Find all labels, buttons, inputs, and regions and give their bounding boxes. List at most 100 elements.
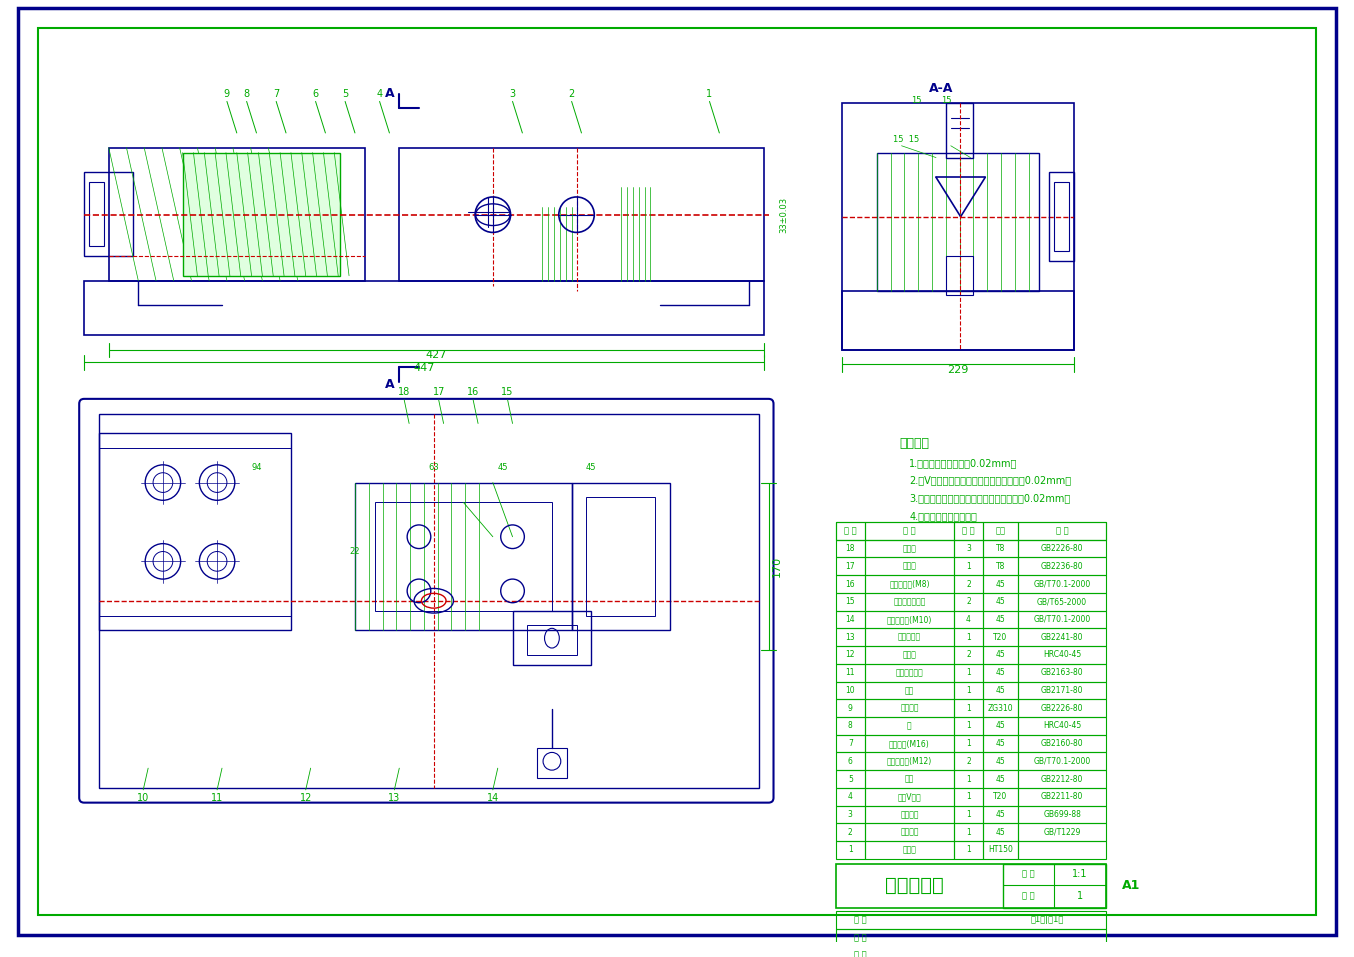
Bar [953, 700, 983, 717]
Bar [983, 557, 1018, 575]
Text: A: A [385, 378, 394, 390]
Text: 45: 45 [995, 810, 1006, 819]
Bar [1018, 557, 1106, 575]
Bar [865, 823, 953, 841]
Bar [953, 575, 983, 593]
Text: 11: 11 [846, 668, 856, 678]
Text: 427: 427 [425, 349, 447, 360]
Bar [865, 522, 953, 540]
Bar [835, 735, 865, 752]
Bar [835, 823, 865, 841]
Text: 170: 170 [772, 556, 781, 577]
Bar [953, 788, 983, 806]
Bar [835, 788, 865, 806]
Bar [953, 593, 983, 611]
Text: 六角螺母: 六角螺母 [900, 828, 918, 836]
Text: GB2212-80: GB2212-80 [1041, 774, 1083, 784]
Bar [586, 498, 655, 615]
Text: 2: 2 [967, 597, 971, 606]
Text: GB/T1229: GB/T1229 [1044, 828, 1080, 836]
Bar [983, 770, 1018, 788]
Bar [1018, 629, 1106, 646]
Bar [1049, 172, 1074, 261]
Bar [983, 752, 1018, 770]
Text: 22: 22 [349, 547, 360, 556]
Bar [355, 482, 571, 631]
Text: 2: 2 [967, 757, 971, 766]
Bar [953, 646, 983, 664]
Text: 平颗压紧螺酉: 平颗压紧螺酉 [895, 668, 923, 678]
Bar [865, 629, 953, 646]
Text: 16: 16 [845, 580, 856, 589]
Text: 4: 4 [965, 615, 971, 624]
Bar [1018, 841, 1106, 858]
Text: 1: 1 [1076, 891, 1083, 901]
Text: 备 注: 备 注 [1056, 526, 1068, 535]
Text: 45: 45 [995, 774, 1006, 784]
Text: 7: 7 [848, 739, 853, 748]
Text: A: A [385, 87, 394, 100]
Bar [983, 841, 1018, 858]
Text: GB2160-80: GB2160-80 [1041, 739, 1083, 748]
Bar [946, 256, 974, 296]
Bar [1018, 806, 1106, 823]
Bar [1018, 611, 1106, 629]
Bar [375, 502, 552, 611]
Bar [835, 629, 865, 646]
Text: HRC40-45: HRC40-45 [1043, 722, 1082, 730]
Bar [835, 522, 865, 540]
Text: 5: 5 [848, 774, 853, 784]
Bar [1018, 788, 1106, 806]
Text: 鐵底面夹具: 鐵底面夹具 [886, 876, 944, 895]
Bar [1018, 717, 1106, 735]
Bar [865, 700, 953, 717]
Text: 45: 45 [586, 463, 597, 473]
Text: 14: 14 [845, 615, 856, 624]
Text: 13: 13 [845, 633, 856, 642]
Text: 1: 1 [967, 845, 971, 855]
Bar [1018, 770, 1106, 788]
Bar [953, 522, 983, 540]
Bar [835, 806, 865, 823]
Text: 45: 45 [995, 739, 1006, 748]
Text: 45: 45 [995, 668, 1006, 678]
Text: 方形对刀块: 方形对刀块 [898, 633, 921, 642]
Text: 1: 1 [967, 668, 971, 678]
Text: 星形把手: 星形把手 [900, 703, 918, 713]
Text: 夹紧钉: 夹紧钉 [903, 545, 917, 553]
Bar [835, 864, 1106, 908]
Text: 12: 12 [846, 651, 856, 659]
Bar [1018, 823, 1106, 841]
Bar [1018, 575, 1106, 593]
Text: A-A: A-A [929, 82, 953, 95]
Bar [99, 434, 291, 631]
Text: 45: 45 [995, 686, 1006, 695]
Bar [835, 575, 865, 593]
Bar [835, 928, 1106, 946]
Bar [865, 788, 953, 806]
Text: 1: 1 [967, 562, 971, 570]
Bar [835, 752, 865, 770]
Bar [835, 557, 865, 575]
Bar [842, 291, 1074, 349]
Text: 4: 4 [376, 89, 383, 99]
Text: 1: 1 [967, 686, 971, 695]
Bar [953, 611, 983, 629]
Bar [865, 752, 953, 770]
Text: GB2241-80: GB2241-80 [1041, 633, 1083, 642]
Text: 447: 447 [413, 364, 435, 373]
Bar [983, 593, 1018, 611]
Text: 1: 1 [967, 739, 971, 748]
Text: GB2236-80: GB2236-80 [1041, 562, 1083, 570]
Text: GB2211-80: GB2211-80 [1041, 792, 1083, 801]
Text: 3: 3 [509, 89, 516, 99]
Bar [983, 681, 1018, 700]
Bar [399, 147, 764, 280]
Text: 63: 63 [428, 463, 439, 473]
Bar [835, 717, 865, 735]
Text: 夹具体: 夹具体 [903, 845, 917, 855]
Bar [1018, 646, 1106, 664]
Bar [983, 823, 1018, 841]
Bar [865, 611, 953, 629]
Text: 指 导: 指 导 [854, 933, 867, 942]
